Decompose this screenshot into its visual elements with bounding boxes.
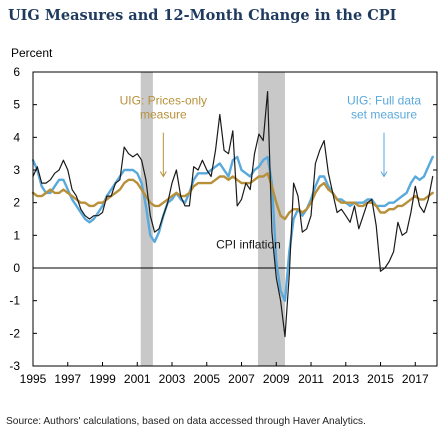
series-line-cpi xyxy=(32,90,434,338)
annotation-arrow-head xyxy=(159,171,167,178)
plot-frame xyxy=(32,71,438,367)
x-tick-label: 1999 xyxy=(89,372,116,386)
x-tick-label: 2007 xyxy=(228,372,255,386)
y-tick-label: 4 xyxy=(13,130,20,144)
y-tick-label: 0 xyxy=(13,261,20,275)
annotation-line: measure xyxy=(140,108,187,122)
x-tick-label: 2001 xyxy=(124,372,151,386)
y-axis-ticks: -3 -2 -1 0 1 2 3 4 5 6 xyxy=(9,65,437,373)
y-tick-label: 6 xyxy=(13,65,20,79)
y-axis-label: Percent xyxy=(11,46,53,60)
annotation-line: set measure xyxy=(351,108,417,122)
series-line-uig-prices-only xyxy=(31,172,434,221)
x-tick-label: 2003 xyxy=(159,372,186,386)
annotation-arrow-head xyxy=(380,171,388,178)
x-tick-label: 1997 xyxy=(54,372,81,386)
annotation-label-3: CPI inflation xyxy=(216,237,281,251)
y-tick-label: 3 xyxy=(13,163,20,177)
y-tick-label: 5 xyxy=(13,98,20,112)
y-tick-label: 1 xyxy=(13,228,20,242)
x-axis-ticks: 1995 1997 1999 2001 2003 2005 2007 2009 2011 2013… xyxy=(20,362,429,386)
series-lines xyxy=(31,90,434,338)
y-tick-label: -2 xyxy=(9,326,20,340)
x-tick-label: 2009 xyxy=(263,372,290,386)
x-tick-label: 1995 xyxy=(20,372,47,386)
y-tick-label: -1 xyxy=(9,294,20,308)
y-tick-label: -3 xyxy=(9,359,20,373)
annotation-line: UIG: Full data xyxy=(347,94,421,108)
annotation-label-1: UIG: Prices-only measure xyxy=(120,94,207,122)
annotation-line: CPI inflation xyxy=(216,237,281,251)
annotation-line: UIG: Prices-only xyxy=(120,94,207,108)
x-tick-label: 2005 xyxy=(193,372,220,386)
x-tick-label: 2015 xyxy=(367,372,394,386)
chart-title: UIG Measures and 12-Month Change in the … xyxy=(8,7,397,24)
source-note: Source: Authors' calculations, based on … xyxy=(6,416,366,427)
x-tick-label: 2011 xyxy=(298,372,324,386)
y-tick-label: 2 xyxy=(13,196,20,210)
series-line-uig-full-data xyxy=(31,155,434,302)
x-tick-label: 2017 xyxy=(402,372,429,386)
annotation-label-2: UIG: Full data set measure xyxy=(347,94,421,122)
annotations: UIG: Prices-only measure UIG: Full data set… xyxy=(120,94,422,252)
x-tick-label: 2013 xyxy=(332,372,359,386)
